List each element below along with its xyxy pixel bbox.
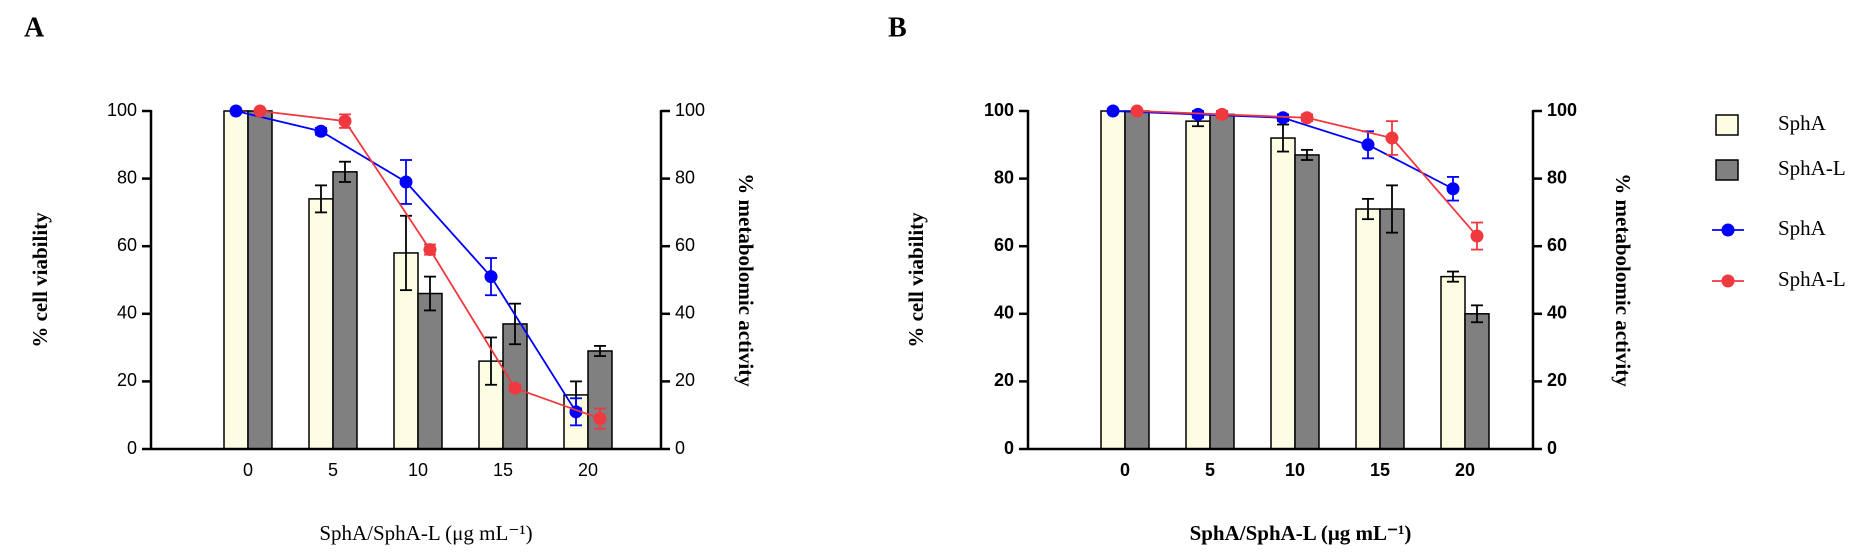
y-axis-title: % cell viability xyxy=(904,212,928,348)
y2-tick-label: 40 xyxy=(675,303,695,323)
y2-tick-label: 60 xyxy=(675,235,695,255)
legend-label: SphA xyxy=(1778,216,1827,240)
x-tick-label: 0 xyxy=(1120,460,1130,480)
y2-tick-label: 100 xyxy=(1547,100,1577,120)
error-bar xyxy=(509,302,521,346)
bar xyxy=(1209,113,1235,450)
y-tick-label: 0 xyxy=(127,438,137,458)
point xyxy=(1361,138,1375,152)
y2-tick-label: 0 xyxy=(1547,438,1557,458)
x-tick-label: 20 xyxy=(578,460,598,480)
y2-tick-label: 100 xyxy=(675,100,705,120)
legend-swatch xyxy=(1715,159,1739,181)
point xyxy=(423,243,437,257)
x-tick-label: 10 xyxy=(1285,460,1305,480)
y2-tick-label: 40 xyxy=(1547,303,1567,323)
error-bar xyxy=(1386,184,1398,234)
legend-swatch xyxy=(1721,223,1735,237)
y2-tick-label: 20 xyxy=(675,370,695,390)
point xyxy=(1191,107,1205,121)
y-tick-label: 20 xyxy=(994,370,1014,390)
x-tick-label: 15 xyxy=(1370,460,1390,480)
point xyxy=(253,104,267,118)
y-tick-label: 80 xyxy=(117,167,137,187)
y2-tick-label: 80 xyxy=(675,167,695,187)
error-bar xyxy=(400,214,412,292)
y-tick-label: 20 xyxy=(117,370,137,390)
y-tick-label: 100 xyxy=(107,100,137,120)
point xyxy=(338,114,352,128)
point xyxy=(1276,111,1290,125)
point xyxy=(593,412,607,426)
y2-axis-title: % metabolomic activity xyxy=(734,173,758,387)
bar xyxy=(308,198,334,450)
point xyxy=(399,175,413,189)
bar xyxy=(1294,154,1320,450)
error-bar xyxy=(1301,148,1313,161)
point xyxy=(484,270,498,284)
point xyxy=(1106,104,1120,118)
x-tick-label: 0 xyxy=(243,460,253,480)
y-tick-label: 60 xyxy=(994,235,1014,255)
panel-label: B xyxy=(888,12,907,43)
bar xyxy=(332,171,358,450)
bar xyxy=(1124,110,1150,450)
bar xyxy=(1185,120,1211,450)
point xyxy=(1446,182,1460,196)
x-axis-title: SphA/SphA-L (μg mL⁻¹) xyxy=(319,521,532,545)
point xyxy=(1470,229,1484,243)
y-tick-label: 80 xyxy=(994,167,1014,187)
y2-tick-label: 80 xyxy=(1547,167,1567,187)
y-tick-label: 0 xyxy=(1004,438,1014,458)
bar xyxy=(1270,137,1296,450)
y-tick-label: 100 xyxy=(984,100,1014,120)
legend-label: SphA-L xyxy=(1778,156,1846,180)
point xyxy=(508,381,522,395)
y-tick-label: 40 xyxy=(994,303,1014,323)
bar xyxy=(1440,275,1466,450)
bar xyxy=(587,350,613,450)
bar xyxy=(223,110,249,450)
error-bar xyxy=(1362,197,1374,221)
point xyxy=(1385,131,1399,145)
error-bar xyxy=(315,184,327,214)
x-tick-label: 5 xyxy=(328,460,338,480)
x-axis-title: SphA/SphA-L (μg mL⁻¹) xyxy=(1190,521,1412,545)
x-tick-label: 10 xyxy=(408,460,428,480)
x-tick-label: 5 xyxy=(1205,460,1215,480)
y-tick-label: 40 xyxy=(117,303,137,323)
error-bar xyxy=(424,275,436,312)
x-tick-label: 15 xyxy=(493,460,513,480)
y2-tick-label: 60 xyxy=(1547,235,1567,255)
point xyxy=(314,124,328,138)
x-tick-label: 20 xyxy=(1455,460,1475,480)
legend-swatch xyxy=(1715,114,1739,136)
point xyxy=(1300,111,1314,125)
y2-tick-label: 0 xyxy=(675,438,685,458)
y2-tick-label: 20 xyxy=(1547,370,1567,390)
y2-axis-title: % metabolomic activity xyxy=(1611,173,1635,387)
error-bar xyxy=(1447,270,1459,283)
bar xyxy=(1379,208,1405,450)
legend-swatch xyxy=(1721,274,1735,288)
error-bar xyxy=(594,345,606,357)
bar xyxy=(1100,110,1126,450)
legend-label: SphA-L xyxy=(1778,267,1846,291)
bar xyxy=(1355,208,1381,450)
bar xyxy=(417,292,443,450)
panel-label: A xyxy=(24,12,45,43)
legend-label: SphA xyxy=(1778,111,1827,135)
point xyxy=(229,104,243,118)
error-bar xyxy=(1471,304,1483,324)
point xyxy=(1130,104,1144,118)
y-axis-title: % cell viability xyxy=(28,212,52,348)
bar xyxy=(1464,313,1490,450)
error-bar xyxy=(1277,123,1289,153)
error-bar xyxy=(339,160,351,183)
bar xyxy=(247,110,273,450)
point xyxy=(1215,107,1229,121)
error-bar xyxy=(485,336,497,386)
y-tick-label: 60 xyxy=(117,235,137,255)
